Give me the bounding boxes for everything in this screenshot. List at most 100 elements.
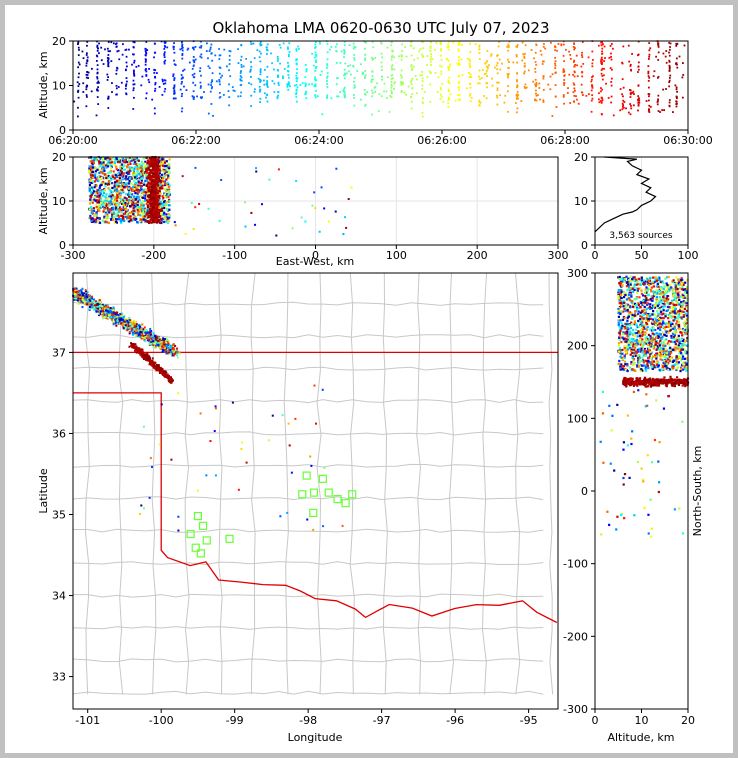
source-point [600, 72, 603, 75]
source-point [507, 49, 510, 52]
source-point [675, 88, 678, 91]
source-point [344, 216, 347, 219]
source-point [610, 101, 613, 104]
source-point [122, 325, 125, 328]
source-point [523, 55, 526, 58]
source-point [94, 302, 97, 305]
source-point [122, 218, 125, 221]
source-point [657, 98, 659, 101]
source-point [148, 199, 151, 202]
source-point [152, 338, 155, 341]
source-point [199, 70, 201, 72]
source-point [122, 43, 124, 46]
source-point [151, 217, 154, 220]
county-line [84, 272, 91, 695]
source-point [335, 61, 338, 64]
source-point [377, 110, 380, 113]
source-point [524, 65, 526, 67]
source-point [91, 180, 95, 183]
source-point [199, 81, 202, 84]
source-point [114, 313, 117, 316]
source-point [393, 88, 396, 90]
source-point [240, 59, 242, 62]
source-point [140, 177, 143, 180]
source-point [185, 89, 188, 91]
source-point [547, 83, 550, 86]
source-point [410, 107, 413, 110]
source-point [74, 291, 77, 294]
source-point [478, 99, 481, 102]
source-point [74, 295, 77, 298]
source-point [372, 58, 375, 60]
county-line [72, 301, 544, 306]
source-point [120, 202, 124, 205]
source-point [668, 70, 671, 72]
source-point [145, 167, 148, 170]
source-point [585, 94, 588, 97]
source-point [156, 187, 159, 190]
source-point [439, 54, 442, 57]
source-point [542, 45, 545, 48]
source-point [632, 104, 635, 107]
source-point [165, 345, 168, 348]
source-point [140, 191, 143, 194]
source-point [507, 45, 510, 48]
y-tick-label: 0 [59, 124, 66, 137]
source-point [98, 195, 101, 198]
source-point [107, 41, 110, 43]
source-point [544, 47, 547, 50]
source-point [188, 61, 191, 64]
source-point [163, 183, 167, 187]
source-point [141, 336, 144, 339]
source-point [225, 65, 228, 68]
source-point [326, 42, 329, 45]
source-point [469, 73, 472, 76]
source-point [469, 94, 471, 97]
source-point [141, 323, 144, 326]
source-point [258, 50, 261, 53]
source-point [535, 89, 537, 92]
source-point [140, 210, 144, 213]
source-point [601, 52, 603, 55]
source-point [86, 299, 89, 302]
source-point [100, 196, 103, 199]
source-point [480, 77, 483, 80]
source-point [486, 82, 489, 85]
source-point [140, 329, 143, 332]
source-point [73, 297, 76, 300]
source-point [150, 161, 153, 164]
source-point [126, 65, 128, 68]
source-point [524, 52, 526, 55]
source-point [129, 215, 132, 218]
source-point [105, 316, 108, 319]
source-point [86, 84, 89, 87]
county-line [218, 272, 223, 695]
source-point [208, 67, 211, 70]
source-point [99, 206, 102, 209]
source-point [601, 41, 604, 44]
source-point [582, 94, 584, 96]
source-point [477, 82, 480, 85]
source-point [168, 374, 171, 377]
source-point [145, 92, 148, 95]
source-point [448, 82, 451, 85]
source-point [603, 45, 606, 48]
source-point [116, 199, 119, 202]
source-point [181, 92, 183, 95]
source-point [85, 86, 88, 88]
county-line [72, 366, 544, 371]
source-point [155, 194, 158, 198]
source-point [108, 163, 111, 166]
x-tick-label: 06:30:00 [663, 134, 712, 147]
source-point [156, 158, 160, 161]
source-point [582, 62, 585, 65]
source-point [116, 311, 119, 314]
source-point [221, 74, 223, 77]
source-point [85, 73, 88, 76]
source-point [535, 94, 538, 97]
source-point [87, 77, 90, 79]
source-point [496, 96, 499, 99]
source-point [391, 54, 394, 57]
source-point [327, 220, 330, 223]
source-point [131, 201, 134, 205]
